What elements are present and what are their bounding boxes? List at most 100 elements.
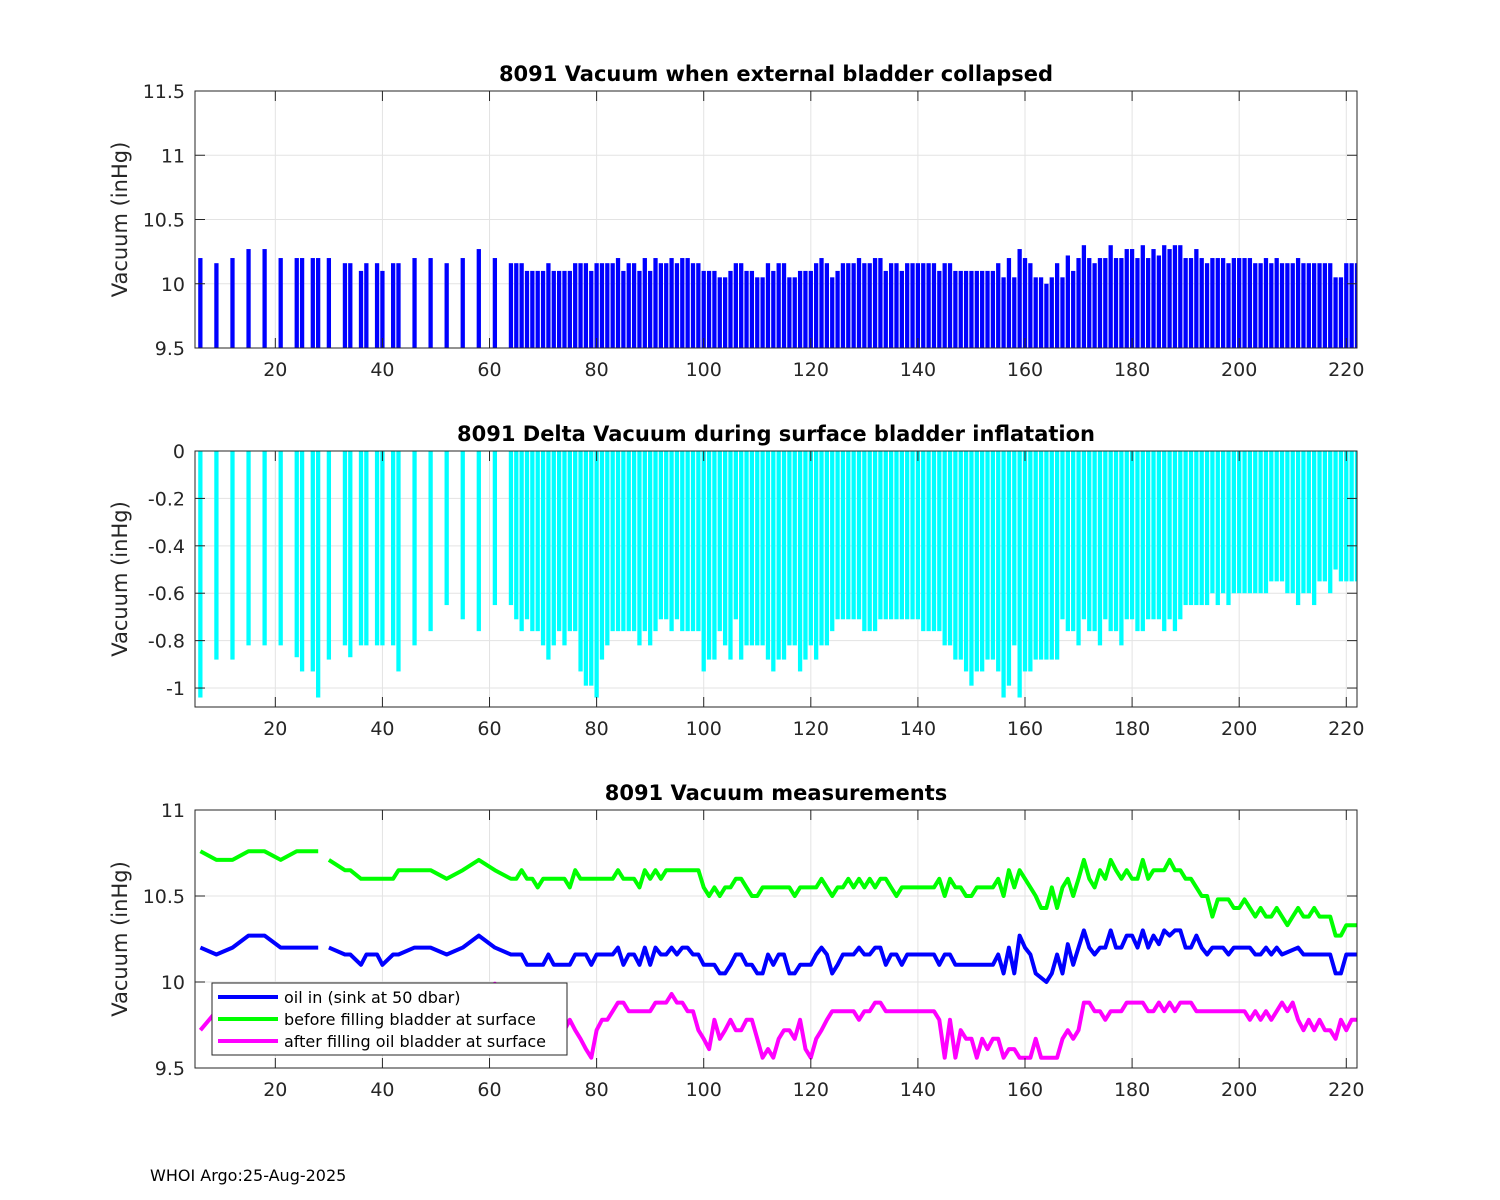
bar: [1285, 263, 1290, 348]
bar: [969, 270, 974, 348]
bar: [888, 451, 894, 620]
bar: [1226, 263, 1231, 348]
bar: [1328, 263, 1333, 348]
bar: [862, 263, 867, 348]
bar: [299, 451, 305, 672]
bar: [872, 451, 878, 632]
bar: [610, 263, 615, 348]
bar: [1322, 451, 1328, 582]
bar: [358, 270, 364, 348]
bar: [551, 451, 556, 646]
bar: [567, 451, 572, 632]
bar: [1049, 451, 1054, 660]
bar: [358, 451, 364, 646]
bar: [1322, 263, 1328, 348]
bar: [749, 270, 755, 348]
bar: [1204, 263, 1210, 348]
bar: [1172, 451, 1178, 632]
y-tick-label: 11: [161, 800, 185, 822]
bar: [583, 263, 589, 348]
bar: [931, 451, 937, 632]
bar: [396, 451, 401, 672]
x-tick-label: 200: [1221, 718, 1257, 740]
bar: [524, 451, 530, 620]
bar: [830, 451, 835, 632]
bar: [1349, 451, 1354, 582]
x-tick-label: 200: [1221, 359, 1257, 381]
bar: [722, 451, 728, 646]
bar: [1071, 451, 1076, 632]
bar: [1081, 245, 1087, 348]
bar: [610, 451, 615, 632]
bar: [926, 451, 931, 632]
bar: [701, 270, 706, 348]
bar: [1097, 451, 1103, 646]
bar: [1124, 249, 1129, 348]
bar: [599, 263, 605, 348]
x-tick-label: 200: [1221, 1079, 1257, 1101]
y-tick-label: 10: [161, 972, 185, 994]
bar: [396, 263, 401, 348]
x-tick-label: 160: [1007, 1079, 1043, 1101]
bar: [953, 451, 958, 660]
bar: [760, 451, 765, 646]
bar: [348, 263, 353, 348]
bar: [819, 451, 824, 646]
bar: [910, 263, 915, 348]
bar: [744, 270, 749, 348]
bar: [278, 451, 283, 646]
bar: [792, 277, 797, 348]
bar: [594, 451, 599, 698]
bar: [637, 451, 642, 646]
bar: [1279, 451, 1285, 582]
bar: [867, 451, 872, 632]
x-tick-label: 220: [1328, 1079, 1364, 1101]
bar: [905, 451, 910, 620]
bar: [814, 451, 819, 660]
bar: [380, 451, 385, 646]
bar: [1156, 255, 1162, 348]
bar: [1119, 258, 1124, 348]
bar: [706, 451, 712, 660]
bar: [1017, 451, 1022, 698]
bar: [1237, 258, 1242, 348]
bar: [1290, 451, 1295, 594]
bar: [653, 258, 658, 348]
bar: [996, 263, 1001, 348]
bar: [851, 451, 856, 620]
bar: [669, 258, 674, 348]
y-tick-label: 10: [161, 274, 185, 296]
bar: [390, 451, 396, 646]
bar: [246, 451, 251, 646]
x-tick-label: 100: [686, 359, 722, 381]
bar: [722, 277, 728, 348]
bar: [546, 263, 551, 348]
bar: [1146, 258, 1151, 348]
bar: [1301, 451, 1306, 594]
bar: [1220, 258, 1226, 348]
bar: [1231, 258, 1236, 348]
series-line-2: [199, 849, 319, 862]
bar: [1108, 245, 1113, 348]
bar: [278, 258, 283, 348]
bar: [310, 258, 315, 348]
bar: [819, 258, 824, 348]
bar: [696, 451, 701, 632]
bar: [1129, 451, 1135, 620]
bar: [578, 451, 583, 672]
data-layer: [198, 245, 1357, 348]
bar: [942, 263, 947, 348]
bar: [985, 270, 990, 348]
bar: [1338, 277, 1344, 348]
bar: [947, 451, 953, 646]
bar: [664, 263, 669, 348]
bar: [316, 258, 321, 348]
bar: [1001, 277, 1006, 348]
bar: [535, 451, 540, 632]
bar: [514, 263, 519, 348]
bar: [380, 270, 385, 348]
bar: [996, 451, 1001, 672]
bar: [1306, 451, 1311, 594]
bar: [460, 451, 465, 620]
bar: [980, 451, 985, 672]
